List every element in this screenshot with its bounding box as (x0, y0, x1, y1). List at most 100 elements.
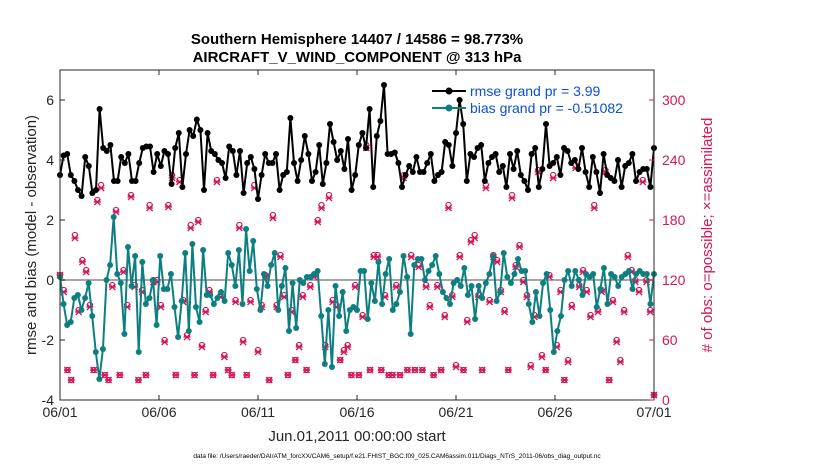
rmse-point (327, 121, 333, 127)
obs-assimilated-marker (71, 234, 79, 242)
rmse-point (481, 178, 488, 184)
bias-point (386, 256, 393, 262)
obs-assimilated-marker (471, 234, 479, 242)
obs-assimilated-marker (198, 343, 206, 351)
bias-point (182, 250, 189, 256)
rmse-point (402, 172, 409, 178)
bias-point (260, 271, 267, 277)
obs-assimilated-marker (146, 204, 154, 212)
rmse-point (345, 136, 351, 142)
rmse-series-line (59, 84, 655, 200)
right-tick-label: 0 (662, 392, 670, 408)
bias-point (565, 268, 572, 274)
bias-point (604, 301, 611, 307)
rmse-point (575, 166, 582, 172)
obs-assimilated-marker (336, 356, 344, 364)
obs-assimilated-marker (134, 376, 142, 384)
bias-point (421, 277, 428, 283)
obs-assimilated-marker (247, 298, 255, 306)
rmse-point (298, 157, 305, 163)
bias-point (278, 283, 285, 289)
rmse-point (535, 184, 542, 190)
rmse-point (352, 172, 359, 178)
bias-point (60, 301, 67, 307)
x-tick-label: 06/26 (537, 404, 572, 420)
obs-assimilated-marker (97, 184, 105, 192)
bias-point (404, 274, 411, 280)
rmse-point (150, 169, 157, 175)
obs-assimilated-marker (194, 218, 202, 226)
rmse-point (154, 151, 161, 157)
right-axis-ticks: 0 60 120 180 240 300 (649, 92, 686, 408)
obs-assimilated-marker (295, 343, 303, 351)
obs-assimilated-marker (235, 224, 243, 232)
bias-point (511, 271, 518, 277)
bias-point (389, 307, 396, 313)
bias-point (500, 250, 507, 256)
bias-point (232, 283, 239, 289)
plot-area (60, 70, 654, 400)
rmse-point (233, 172, 240, 178)
rmse-point (334, 157, 341, 163)
bias-point (321, 361, 328, 367)
rmse-point (165, 151, 171, 157)
bias-point (497, 289, 504, 295)
rmse-point (359, 130, 366, 136)
rmse-point (136, 160, 143, 166)
rmse-point (507, 151, 513, 157)
rmse-point (510, 166, 517, 172)
bias-point (540, 280, 547, 286)
obs-assimilated-marker (291, 356, 299, 364)
obs-assimilated-marker (388, 371, 396, 379)
bias-point (625, 268, 632, 274)
right-axis-label: # of obs: o=possible; ×=assimilated (699, 118, 716, 353)
bias-point (175, 334, 182, 340)
rmse-point (114, 178, 121, 184)
rmse-point (287, 115, 294, 121)
obs-assimilated-marker (202, 308, 210, 316)
bias-point (368, 280, 375, 286)
rmse-point (629, 151, 636, 157)
rmse-point (348, 187, 355, 193)
bias-point (457, 283, 464, 289)
bias-point (135, 349, 142, 355)
obs-assimilated-marker (422, 283, 430, 291)
obs-assimilated-marker (594, 308, 602, 316)
rmse-point (399, 184, 405, 190)
bias-point (532, 289, 539, 295)
bias-point (318, 313, 325, 319)
bias-point (246, 268, 253, 274)
rmse-point (499, 163, 506, 169)
obs-assimilated-marker (355, 371, 363, 379)
obs-assimilated-marker (82, 268, 90, 276)
rmse-point (391, 149, 398, 156)
bias-point (550, 349, 557, 355)
rmse-point (197, 127, 204, 133)
bias-point (611, 274, 618, 280)
left-tick-label: 4 (46, 152, 54, 168)
x-axis-label: Jun.01,2011 00:00:00 start (268, 428, 446, 445)
obs-assimilated-marker (441, 313, 449, 321)
rmse-point (125, 151, 132, 157)
obs-assimilated-marker (542, 366, 550, 374)
bias-point (314, 268, 321, 274)
obs-assimilated-marker (108, 283, 116, 291)
bias-point (92, 349, 99, 355)
bias-point (82, 295, 89, 301)
obs-assimilated-marker (613, 338, 621, 346)
rmse-point (355, 142, 362, 148)
bias-point (364, 316, 371, 322)
bias-point (597, 286, 604, 292)
obs-assimilated-marker (112, 208, 120, 216)
legend-bias-marker (445, 104, 453, 112)
bias-point (221, 298, 228, 304)
bias-point (271, 250, 278, 256)
bias-point (643, 271, 650, 277)
bias-point (382, 271, 389, 277)
rmse-point (323, 160, 330, 166)
bias-point (600, 265, 607, 271)
obs-assimilated-marker (478, 366, 486, 374)
rmse-point (593, 169, 600, 175)
obs-assimilated-marker (456, 253, 464, 261)
bias-point (289, 280, 296, 286)
